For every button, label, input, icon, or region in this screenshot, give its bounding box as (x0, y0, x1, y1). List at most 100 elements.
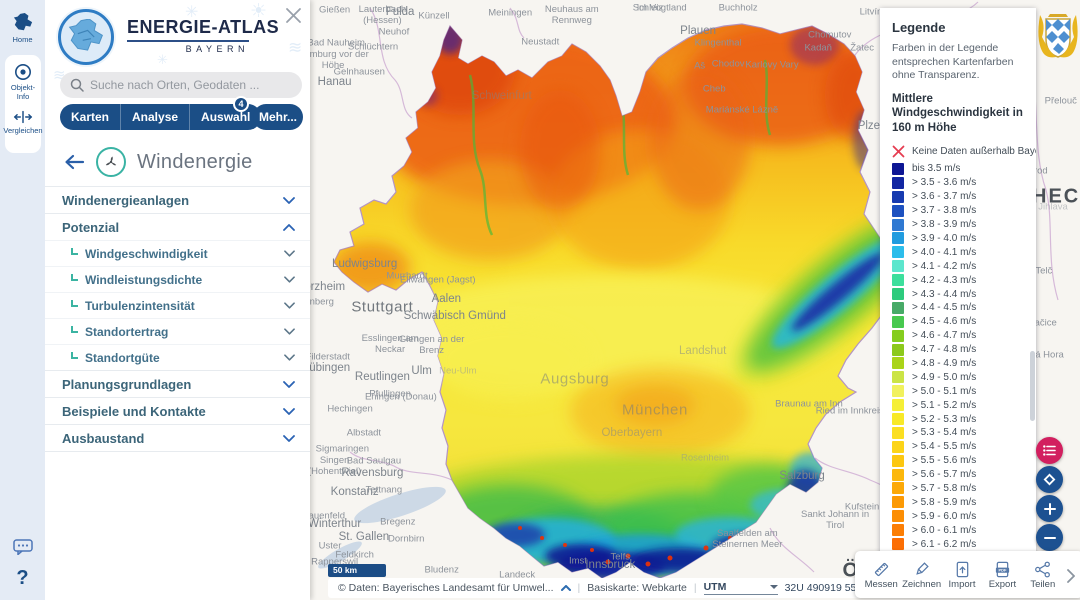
legend-entry: > 5.0 - 5.1 m/s (892, 384, 1030, 398)
map-city-label: Karlovy Vary (745, 59, 799, 71)
legend-color-swatch (892, 162, 904, 175)
app-logo[interactable] (58, 9, 114, 65)
map-viewport[interactable]: Gießen Lauterbach (Hessen) Fulda Künzell… (293, 0, 1080, 600)
legend-color-swatch (892, 371, 904, 384)
no-data-label: Keine Daten außerhalb Bayerns (912, 145, 1036, 157)
map-city-label: Telč (1035, 265, 1053, 277)
legend-color-swatch (892, 176, 904, 189)
map-city-label: Ulm (411, 364, 432, 377)
diamond-icon (1043, 473, 1056, 486)
menu-item-standortguete[interactable]: Standortgüte (45, 344, 310, 370)
legend-color-swatch (892, 260, 904, 273)
lakes (318, 486, 446, 569)
legend-entry: > 5.5 - 5.6 m/s (892, 454, 1030, 468)
legend-color-swatch (892, 440, 904, 453)
legend-color-swatch (892, 288, 904, 300)
pencil-icon (916, 562, 929, 575)
map-city-label: Ludwigsburg (332, 258, 398, 270)
draw-tool-button[interactable]: Zeichnen (901, 561, 941, 590)
watermark-icon: ✳ (185, 4, 199, 21)
search-input[interactable] (90, 78, 280, 92)
menu-section-ausbaustand[interactable]: Ausbaustand (45, 424, 310, 451)
crs-select[interactable]: UTM (703, 581, 778, 595)
overview-map-button[interactable] (1036, 466, 1063, 493)
zoom-in-button[interactable] (1036, 495, 1063, 522)
menu-section-windenergieanlagen[interactable]: Windenergieanlagen (45, 186, 310, 213)
zoom-out-button[interactable] (1036, 524, 1063, 551)
map-city-label: Mariánské Lázně (705, 104, 779, 116)
legend-entry-label: bis 3.5 m/s (912, 163, 961, 175)
import-button[interactable]: Import (942, 561, 982, 590)
menu-item-turbulenzintensitaet[interactable]: Turbulenzintensität (45, 292, 310, 318)
rail-object-info-button[interactable]: Objekt-Info (5, 63, 41, 101)
legend-entry: > 4.8 - 4.9 m/s (892, 357, 1030, 371)
map-city-label: Telfs (610, 551, 631, 563)
auswahl-count-badge: 4 (233, 96, 249, 112)
legend-scrollbar[interactable] (1030, 351, 1035, 422)
legend-entry: > 5.2 - 5.3 m/s (892, 412, 1030, 426)
menu-section-planungsgrundlagen[interactable]: Planungsgrundlagen (45, 370, 310, 397)
menu-section-potenzial[interactable]: Potenzial (45, 213, 310, 240)
legend-color-swatch (892, 385, 904, 398)
map-city-label: Feldkirch (335, 549, 374, 561)
menu-item-label: Windgeschwindigkeit (85, 246, 208, 261)
tab-mehr[interactable]: Mehr... (253, 104, 303, 130)
map-city-label: Kufstein (844, 501, 880, 513)
watermark-icon: ≋ (288, 38, 303, 57)
legend-entry-label: > 4.7 - 4.8 m/s (912, 344, 977, 356)
map-labels: Gießen Lauterbach (Hessen) Fulda Künzell… (293, 0, 1080, 600)
chevron-down-icon (284, 302, 295, 309)
map-city-label: Litvínov (859, 6, 893, 18)
legend-entry: > 4.3 - 4.4 m/s (892, 287, 1030, 301)
title-rule (127, 40, 249, 42)
sidebar-panel: Home Objekt-Info (0, 0, 310, 600)
map-city-label: Bregenz (380, 516, 416, 528)
map-city-label: Chodov (711, 58, 745, 70)
watermark-icon: ✳ (157, 52, 168, 67)
legend-entry-label: > 4.1 - 4.2 m/s (912, 260, 977, 272)
chevron-up-icon[interactable] (560, 585, 571, 591)
legend-entry-label: > 6.0 - 6.1 m/s (912, 524, 977, 536)
rail-compare-button[interactable]: Vergleichen (3, 110, 43, 135)
legend-color-swatch (892, 204, 904, 217)
menu-item-windgeschwindigkeit[interactable]: Windgeschwindigkeit (45, 240, 310, 266)
toolbar-more-button[interactable] (1063, 568, 1079, 583)
tool-label: Import (948, 579, 976, 590)
map-city-label: München (621, 401, 688, 419)
legend-entry: > 3.5 - 3.6 m/s (892, 176, 1030, 190)
back-arrow-icon[interactable] (63, 154, 85, 170)
legend-color-swatch (892, 399, 904, 412)
chevron-up-icon (283, 223, 295, 231)
menu-item-windleistungsdichte[interactable]: Windleistungsdichte (45, 266, 310, 292)
sub-item-elbow-icon (71, 299, 78, 307)
divider: | (577, 582, 581, 594)
feedback-chat-icon[interactable] (12, 539, 33, 555)
sub-item-elbow-icon (71, 247, 78, 255)
close-panel-icon[interactable] (285, 7, 302, 24)
legend-subtitle: Mittlere Windgeschwindigkeit in 160 m Hö… (892, 92, 1023, 134)
legend-color-swatch (892, 482, 904, 495)
legend-color-swatch (892, 454, 904, 467)
menu-section-beispiele-und-kontakte[interactable]: Beispiele und Kontakte (45, 397, 310, 424)
tab-analyse[interactable]: Analyse (121, 104, 191, 130)
menu-item-standortertrag[interactable]: Standortertrag (45, 318, 310, 344)
legend-color-swatch (892, 538, 904, 551)
map-city-label: Rapperswil (311, 556, 359, 568)
tab-auswahl[interactable]: Auswahl (201, 110, 251, 124)
map-city-label: Lauterbach (Hessen) (358, 3, 407, 26)
map-city-label: Aalen (431, 292, 461, 305)
measure-tool-button[interactable]: Messen (861, 561, 901, 590)
legend-panel: Legende Farben in der Legende entspreche… (880, 8, 1036, 562)
chevron-down-icon (284, 354, 295, 361)
help-button[interactable]: ? (16, 567, 29, 589)
basemap-label[interactable]: Basiskarte: Webkarte (587, 582, 687, 594)
share-button[interactable]: Teilen (1023, 561, 1063, 590)
ruler-icon (874, 562, 888, 577)
legend-toggle-button[interactable] (1036, 437, 1063, 464)
map-city-label: Meiningen (488, 7, 533, 19)
export-button[interactable]: PDF Export (982, 561, 1022, 590)
search-bar[interactable] (60, 72, 302, 98)
tab-karten[interactable]: Karten (60, 104, 122, 130)
rail-home-button[interactable]: Home (0, 13, 45, 44)
sub-item-elbow-icon (71, 351, 78, 359)
